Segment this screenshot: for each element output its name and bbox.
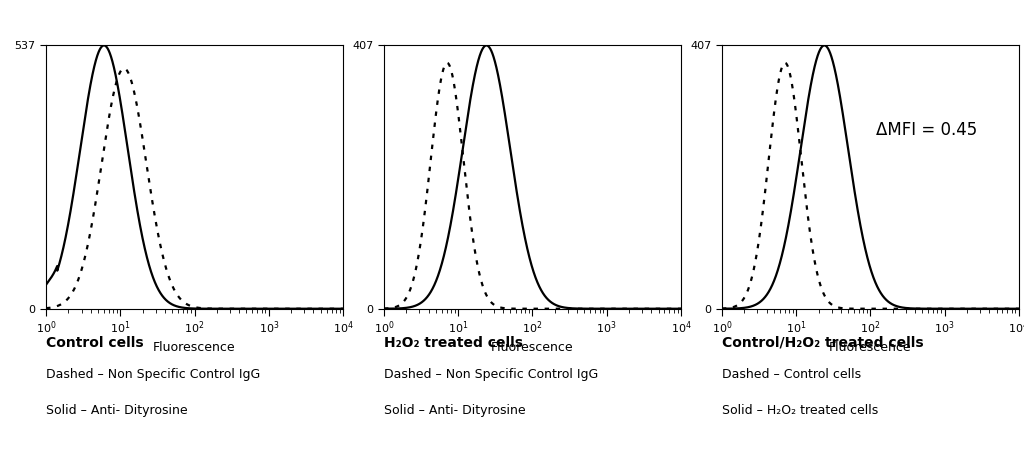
Text: Solid – H₂O₂ treated cells: Solid – H₂O₂ treated cells xyxy=(722,404,879,417)
X-axis label: Fluorescence: Fluorescence xyxy=(829,340,911,354)
X-axis label: Fluorescence: Fluorescence xyxy=(154,340,236,354)
Text: Dashed – Non Specific Control IgG: Dashed – Non Specific Control IgG xyxy=(384,368,598,381)
Text: Solid – Anti- Dityrosine: Solid – Anti- Dityrosine xyxy=(384,404,525,417)
Text: ΔMFI = 0.45: ΔMFI = 0.45 xyxy=(877,121,978,138)
Text: H₂O₂ treated cells: H₂O₂ treated cells xyxy=(384,336,523,350)
Text: Dashed – Control cells: Dashed – Control cells xyxy=(722,368,861,381)
Text: Control/H₂O₂ treated cells: Control/H₂O₂ treated cells xyxy=(722,336,924,350)
Text: Solid – Anti- Dityrosine: Solid – Anti- Dityrosine xyxy=(46,404,187,417)
Text: Dashed – Non Specific Control IgG: Dashed – Non Specific Control IgG xyxy=(46,368,260,381)
Text: Control cells: Control cells xyxy=(46,336,143,350)
X-axis label: Fluorescence: Fluorescence xyxy=(492,340,573,354)
